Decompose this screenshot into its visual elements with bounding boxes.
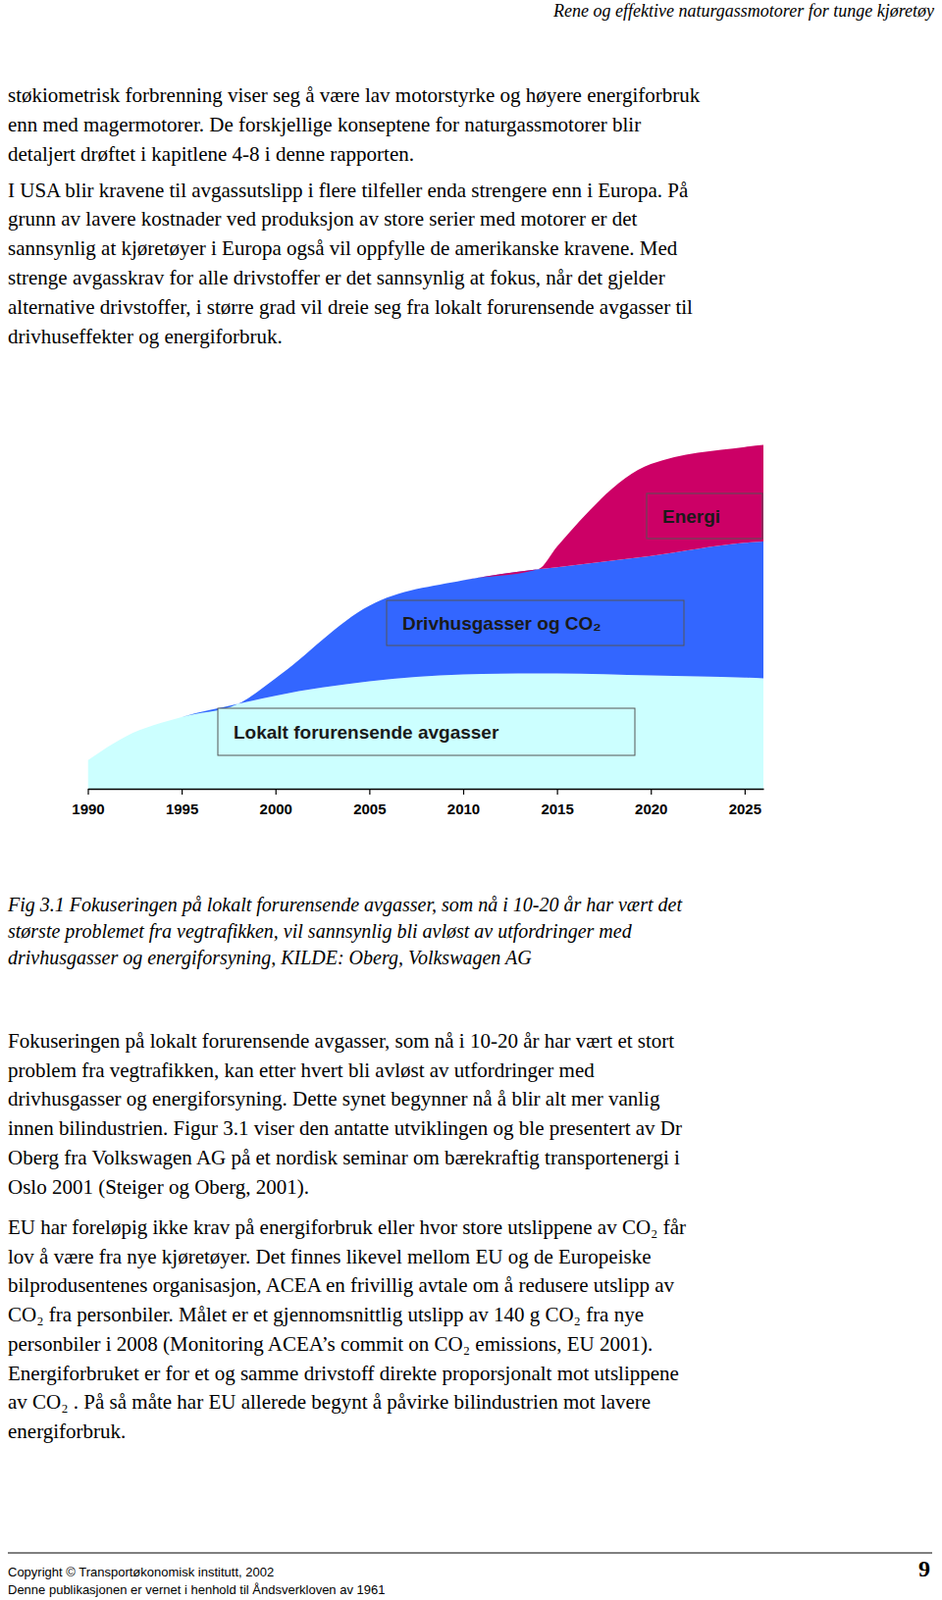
- caption-line: største problemet fra vegtrafikken, vil …: [7, 918, 632, 945]
- text-line: drivhuseffekter og energiforbruk.: [7, 321, 283, 352]
- tick-label: 1995: [165, 800, 199, 818]
- tick: 2005: [353, 788, 386, 818]
- text-line: Energiforbruket er for et og samme drivs…: [7, 1359, 680, 1389]
- series-label: Lokalt forurensende avgasser: [233, 722, 500, 743]
- text-line: personbiler i 2008 (Monitoring ACEA’s co…: [7, 1329, 653, 1360]
- text-line: problem fra vegtrafikken, kan etter hver…: [7, 1055, 595, 1086]
- tick-mark: [275, 788, 277, 795]
- tick: 1995: [165, 788, 199, 818]
- tick-label: 2015: [540, 800, 574, 818]
- tick-label: 2025: [729, 800, 762, 818]
- tick-mark: [744, 788, 746, 795]
- tick: 1990: [71, 788, 105, 818]
- footer-rule: [7, 1553, 933, 1555]
- text-line: detaljert drøftet i kapitlene 4-8 i denn…: [7, 139, 415, 169]
- text-line: Oberg fra Volkswagen AG på et nordisk se…: [7, 1143, 681, 1173]
- caption-line: Fig 3.1 Fokuseringen på lokalt forurense…: [7, 891, 682, 919]
- text-line: I USA blir kravene til avgassutslipp i f…: [7, 175, 688, 206]
- tick-mark: [650, 788, 652, 795]
- text-line: Fokuseringen på lokalt forurensende avga…: [7, 1026, 675, 1056]
- text-line: alternative drivstoffer, i større grad v…: [7, 292, 693, 322]
- x-axis: 1990 1995 2000 2005 2010 2015 2020 2025: [71, 788, 764, 818]
- tick: 2010: [447, 788, 480, 818]
- series-label: Drivhusgasser og CO₂: [402, 613, 602, 634]
- tick-label: 2010: [447, 800, 480, 818]
- tick-mark: [463, 788, 465, 795]
- tick-mark: [87, 788, 89, 795]
- text-line: drivhusgasser og energiforsyning. Dette …: [7, 1084, 660, 1114]
- label-box: [217, 708, 635, 756]
- label-box: [386, 600, 684, 646]
- tick-label: 2005: [353, 800, 386, 818]
- text-line: innen bilindustrien. Figur 3.1 viser den…: [7, 1113, 682, 1144]
- tick: 2015: [540, 788, 574, 818]
- tick-label: 1990: [71, 800, 105, 818]
- text-line: bilprodusentenes organisasjon, ACEA en f…: [7, 1270, 675, 1301]
- tick-mark: [557, 788, 559, 795]
- text-line: energiforbruk.: [7, 1416, 126, 1447]
- tick-mark: [368, 788, 370, 795]
- label-box: [646, 493, 763, 539]
- figure-canvas: 1990 1995 2000 2005 2010 2015 2020 2025 Lokalt f…: [0, 0, 942, 1600]
- text-line: grunn av lavere kostnader ved produksjon…: [7, 204, 637, 234]
- area-series: [88, 541, 765, 761]
- area-series: [88, 673, 765, 789]
- page: Rene og effektive naturgassmotorer for t…: [0, 0, 942, 1600]
- text-line: av CO₂ . På så måte har EU allerede begy…: [7, 1387, 651, 1417]
- footer-copyright: Copyright © Transportøkonomisk institutt…: [7, 1565, 274, 1581]
- footer-notice: Denne publikasjonen er vernet i henhold …: [7, 1582, 385, 1599]
- tick: 2000: [260, 788, 293, 818]
- text-line: strenge avgasskrav for alle drivstoffer …: [7, 262, 666, 293]
- text-line: lov å være fra nye kjøretøyer. Det finne…: [7, 1242, 651, 1272]
- text-line: enn med magermotorer. De forskjellige ko…: [7, 109, 641, 140]
- tick-mark: [181, 788, 183, 795]
- series-label: Energi: [662, 506, 721, 527]
- axis-line: [88, 788, 765, 791]
- tick-label: 2000: [260, 800, 293, 818]
- tick: 2025: [729, 788, 762, 818]
- running-header: Rene og effektive naturgassmotorer for t…: [553, 0, 935, 22]
- area-series: [88, 445, 765, 761]
- text-line: EU har foreløpig ikke krav på energiforb…: [7, 1212, 686, 1243]
- text-line: støkiometrisk forbrenning viser seg å væ…: [7, 80, 700, 110]
- page-number: 9: [918, 1556, 931, 1582]
- text-line: sannsynlig at kjøretøyer i Europa også v…: [7, 233, 678, 263]
- series-labels: Lokalt forurensende avgasser Drivhusgasse…: [217, 493, 763, 756]
- plot-area: [88, 445, 765, 789]
- tick: 2020: [634, 788, 668, 818]
- text-line: Oslo 2001 (Steiger og Oberg, 2001).: [7, 1172, 310, 1203]
- tick-label: 2020: [634, 800, 668, 818]
- caption-line: drivhusgasser og energiforsyning, KILDE:…: [7, 944, 532, 972]
- text-line: CO₂ fra personbiler. Målet er et gjennom…: [7, 1300, 644, 1330]
